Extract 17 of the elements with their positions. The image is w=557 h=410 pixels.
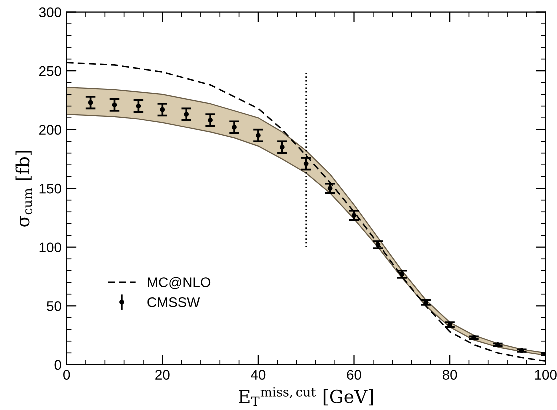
x-tick-label: 20 — [156, 370, 170, 380]
y-tick-label: 200 — [40, 125, 62, 136]
y-axis-title: σ$_{cum}$ [fb] — [16, 151, 32, 227]
x-tick-label: 100 — [535, 370, 557, 380]
x-tick-label: 40 — [251, 370, 266, 380]
y-tick-label: 150 — [40, 184, 62, 194]
y-tick-label: 100 — [40, 242, 62, 253]
y-tick-label: 50 — [47, 301, 62, 312]
legend-label: MC@NLO — [148, 277, 211, 290]
y-tick-label: 300 — [39, 8, 62, 18]
x-tick-label: 80 — [442, 370, 458, 380]
y-tick-label: 250 — [40, 66, 62, 76]
y-tick-label: 0 — [54, 360, 62, 370]
x-tick-label: 0 — [64, 370, 70, 380]
x-axis-title: E$_{T}$$^{miss,cut}$ [GeV] — [239, 387, 374, 406]
legend-label: CMSSW — [148, 298, 200, 308]
x-tick-label: 60 — [347, 370, 362, 380]
